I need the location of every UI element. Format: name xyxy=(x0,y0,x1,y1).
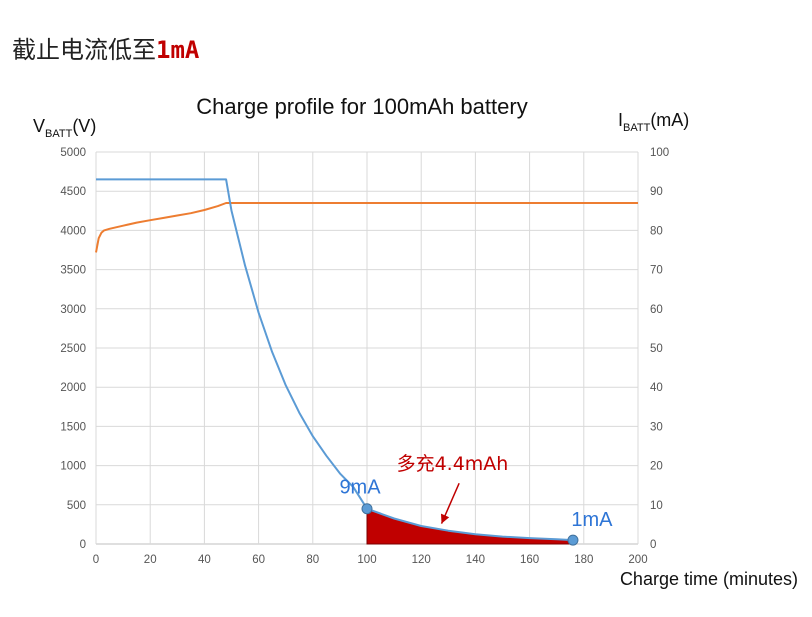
y-left-tick-label: 3500 xyxy=(60,265,86,277)
y-right-tick-label: 100 xyxy=(650,147,669,159)
marker-point xyxy=(361,503,373,515)
y-right-tick-label: 30 xyxy=(650,421,663,433)
y-left-axis-label: VBATT(V) xyxy=(33,116,96,140)
y-right-tick-label: 60 xyxy=(650,304,663,316)
x-axis-label: Charge time (minutes) xyxy=(620,569,798,589)
x-tick-label: 20 xyxy=(144,554,157,566)
x-tick-label: 120 xyxy=(412,554,431,566)
y-left-tick-label: 0 xyxy=(80,539,86,551)
y-right-tick-label: 90 xyxy=(650,186,663,198)
y-right-tick-label: 40 xyxy=(650,382,663,394)
y-right-tick-label: 10 xyxy=(650,500,663,512)
y-right-label-main: I xyxy=(618,110,623,130)
y-left-tick-label: 4500 xyxy=(60,186,86,198)
y-right-label-suffix: (mA) xyxy=(650,110,689,130)
slide-heading: 截止电流低至1mA xyxy=(12,30,199,65)
shaded-area-label: 多充4.4mAh xyxy=(397,453,509,475)
grid xyxy=(95,151,639,545)
y-right-tick-label: 20 xyxy=(650,461,663,473)
y-left-tick-label: 1000 xyxy=(60,461,86,473)
x-tick-label: 140 xyxy=(466,554,485,566)
x-tick-label: 200 xyxy=(628,554,647,566)
heading-highlight: 1mA xyxy=(156,36,200,64)
y-left-tick-label: 2000 xyxy=(60,382,86,394)
y-left-tick-label: 5000 xyxy=(60,147,86,159)
current-line xyxy=(96,178,574,542)
y-right-tick-label: 70 xyxy=(650,265,663,277)
x-tick-label: 160 xyxy=(520,554,539,566)
tick-labels: 0500100015002000250030003500400045005000… xyxy=(60,147,669,566)
marker-point xyxy=(567,534,579,546)
markers xyxy=(361,503,579,546)
y-left-tick-label: 500 xyxy=(67,500,86,512)
y-right-label-sub: BATT xyxy=(623,122,651,134)
series-lines xyxy=(95,178,638,542)
marker-label: 1mA xyxy=(571,509,613,531)
x-tick-label: 80 xyxy=(306,554,319,566)
y-left-label-sub: BATT xyxy=(45,128,73,140)
chart-title: Charge profile for 100mAh battery xyxy=(196,94,527,119)
y-left-label-suffix: (V) xyxy=(72,116,96,136)
y-left-tick-label: 2500 xyxy=(60,343,86,355)
y-right-tick-label: 0 xyxy=(650,539,656,551)
voltage-line xyxy=(95,202,638,253)
heading-text: 截止电流低至 xyxy=(12,36,156,64)
marker-label: 9mA xyxy=(339,477,381,499)
y-right-tick-label: 80 xyxy=(650,225,663,237)
annotation-arrow-head xyxy=(441,513,450,524)
x-tick-label: 100 xyxy=(357,554,376,566)
x-tick-label: 180 xyxy=(574,554,593,566)
y-left-tick-label: 4000 xyxy=(60,225,86,237)
y-right-tick-label: 50 xyxy=(650,343,663,355)
x-tick-label: 60 xyxy=(252,554,265,566)
y-right-axis-label: IBATT(mA) xyxy=(618,110,689,134)
x-tick-label: 40 xyxy=(198,554,211,566)
y-left-label-main: V xyxy=(33,116,45,136)
y-left-tick-label: 3000 xyxy=(60,304,86,316)
y-left-tick-label: 1500 xyxy=(60,421,86,433)
x-tick-label: 0 xyxy=(93,554,99,566)
annotations: 9mA 1mA 多充4.4mAh xyxy=(339,453,613,531)
